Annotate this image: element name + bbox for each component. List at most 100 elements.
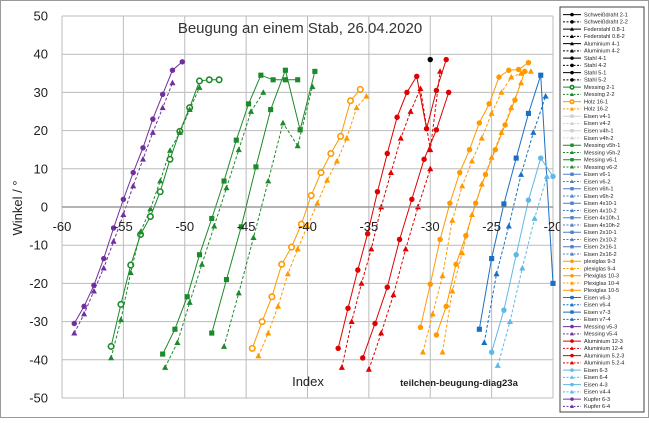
legend-label: Stahl 4-2 (584, 63, 606, 69)
data-point (71, 329, 78, 336)
data-point (248, 344, 256, 352)
legend-entry: plexiglas 9-3 (563, 259, 615, 265)
legend-label: Eisen 4x10h-1 (584, 216, 620, 222)
legend-label: Eisen v6-3 (584, 295, 610, 301)
x-axis-label: Index (292, 374, 324, 389)
data-point (100, 264, 107, 271)
legend-swatch-marker (570, 397, 574, 401)
data-point (478, 135, 485, 141)
data-point (250, 234, 257, 240)
data-point (258, 318, 266, 326)
legend-entry: Kupfer 6-3 (563, 397, 610, 403)
legend-label: Eisen v7-4 (584, 317, 610, 323)
data-point (358, 280, 365, 286)
data-point (335, 345, 341, 352)
legend-entry: Eisen 4x10h-1 (563, 216, 620, 222)
series-54 (71, 79, 176, 336)
y-tick-label: 0 (41, 200, 48, 215)
data-point (338, 364, 345, 370)
legend-swatch-marker (570, 193, 574, 198)
data-point (525, 110, 532, 116)
x-tick-label: -60 (53, 219, 72, 234)
legend-label: Eisen v6h-2 (584, 194, 614, 200)
legend-swatch-marker (570, 251, 574, 256)
data-point (265, 329, 272, 336)
data-point (360, 355, 366, 361)
data-point (108, 354, 115, 361)
data-point (107, 342, 115, 350)
legend-entry: Plexiglas 10-3 (563, 274, 619, 280)
series-47 (360, 89, 452, 361)
data-point (407, 108, 414, 114)
legend-swatch-marker (570, 245, 574, 249)
legend-entry: Messing v5-4 (563, 332, 617, 338)
legend-entry: Messing v5-3 (563, 324, 617, 330)
data-point (278, 260, 286, 268)
data-point (443, 56, 449, 63)
legend-swatch-marker (570, 34, 574, 38)
legend-entry: Eisen 4x10-2 (563, 208, 617, 214)
data-point (282, 67, 288, 73)
legend-entry: Eisen v4h-1 (563, 129, 614, 135)
data-point (184, 294, 190, 300)
data-point (284, 270, 291, 277)
legend-swatch-marker (570, 158, 574, 162)
x-tick-label: -45 (237, 219, 256, 234)
data-point (337, 132, 345, 140)
data-point (437, 236, 443, 243)
legend-label: Federstahl 0.8-1 (584, 27, 625, 33)
series-40 (481, 93, 549, 346)
legend-label: Eisen 4x10-1 (584, 201, 617, 207)
data-point (538, 72, 544, 78)
data-point (353, 104, 360, 111)
data-point (146, 213, 154, 221)
legend-swatch-marker (570, 208, 574, 213)
series-46 (338, 68, 444, 370)
legend-swatch-marker (570, 48, 574, 53)
data-point (481, 339, 488, 346)
x-tick-label: -40 (298, 219, 317, 234)
data-point (488, 154, 495, 160)
data-point (81, 310, 88, 317)
legend-swatch-marker (570, 222, 574, 227)
data-point (166, 155, 174, 163)
y-tick-label: 30 (34, 85, 48, 100)
series-36 (433, 68, 528, 338)
series-13 (255, 93, 370, 359)
legend-swatch-marker (570, 274, 574, 278)
data-point (518, 70, 525, 76)
legend-entry: Aluminium 12-3 (563, 339, 623, 345)
data-point (449, 217, 456, 223)
data-point (513, 252, 519, 258)
data-point (172, 326, 178, 332)
data-point (384, 284, 391, 290)
legend-label: Schweißdraht 2-1 (584, 12, 628, 18)
legend-swatch-marker (570, 216, 574, 220)
series-line (251, 88, 361, 349)
data-point (260, 89, 267, 95)
data-point (397, 135, 404, 141)
data-point (81, 303, 87, 310)
data-point (518, 79, 525, 86)
data-point (196, 84, 203, 90)
legend-swatch-marker (570, 288, 574, 293)
data-point (343, 135, 350, 141)
legend-label: Eisen 2x10-2 (584, 237, 617, 243)
data-point (433, 87, 440, 94)
data-point (127, 269, 134, 276)
legend-swatch-marker (570, 389, 574, 394)
data-point (505, 222, 512, 229)
legend-swatch-marker (570, 12, 574, 17)
data-point (396, 236, 403, 243)
data-point (275, 303, 282, 309)
legend-label: Eisen v4-1 (584, 114, 610, 120)
legend-entry: Messing v5h-2 (563, 150, 620, 156)
data-point (427, 146, 434, 153)
series-21 (220, 83, 316, 349)
data-point (294, 142, 301, 149)
legend-entry: Eisen 6-4 (563, 375, 608, 381)
data-point (333, 157, 340, 164)
legend-entry: Kupfer 6-4 (563, 404, 610, 410)
legend-label: Messing 2-2 (584, 92, 614, 98)
